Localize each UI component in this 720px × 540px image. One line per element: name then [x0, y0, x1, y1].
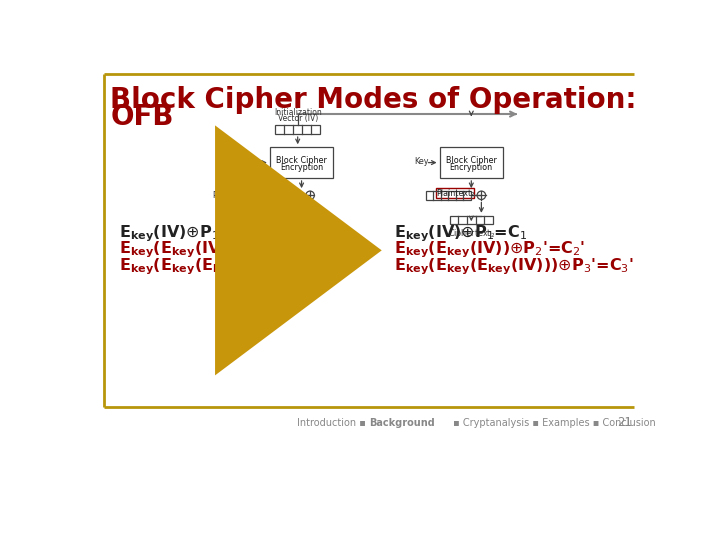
Bar [254, 191, 300, 200]
Text: E$_{\mathregular{key}}$(E$_{\mathregular{key}}$(E$_{\mathregular{key}}$(IV)))$\o: E$_{\mathregular{key}}$(E$_{\mathregular… [120, 256, 350, 277]
Bar [426, 191, 471, 200]
Text: Block Cipher: Block Cipher [446, 156, 497, 165]
Text: Initialization: Initialization [274, 108, 322, 117]
Text: 21: 21 [618, 416, 632, 429]
Bar [274, 215, 322, 224]
Text: Plaintext₂: Plaintext₂ [436, 188, 474, 198]
Text: E$_{\mathregular{key}}$(E$_{\mathregular{key}}$(E$_{\mathregular{key}}$(IV)))$\o: E$_{\mathregular{key}}$(E$_{\mathregular… [394, 256, 634, 277]
Bar [439, 147, 503, 178]
Text: Ciphertext$_1$: Ciphertext$_1$ [274, 227, 321, 240]
Text: Encryption: Encryption [450, 163, 493, 172]
Text: Background: Background [369, 418, 435, 428]
Text: E$_{\mathregular{key}}$(IV)$\oplus$P$_1$=C$_1$: E$_{\mathregular{key}}$(IV)$\oplus$P$_1$… [394, 224, 527, 245]
Bar [270, 147, 333, 178]
Text: Ciphertext$_2$: Ciphertext$_2$ [448, 227, 495, 240]
Text: Key: Key [415, 157, 429, 166]
Text: ▪ Cryptanalysis ▪ Examples ▪ Conclusion: ▪ Cryptanalysis ▪ Examples ▪ Conclusion [451, 418, 656, 428]
Text: Block Cipher: Block Cipher [276, 156, 327, 165]
Text: Introduction ▪: Introduction ▪ [297, 418, 369, 428]
Text: Plaintext₁: Plaintext₁ [212, 191, 251, 200]
Text: E$_{\mathregular{key}}$(IV)$\oplus$P$_1$=C$_1$: E$_{\mathregular{key}}$(IV)$\oplus$P$_1$… [120, 224, 253, 245]
Text: Block Cipher Modes of Operation:: Block Cipher Modes of Operation: [110, 86, 636, 114]
Bar [449, 215, 493, 224]
Text: OFB: OFB [110, 103, 174, 131]
Text: Key: Key [245, 157, 259, 166]
Bar [275, 125, 320, 134]
Text: E$_{\mathregular{key}}$(E$_{\mathregular{key}}$(IV))$\oplus$P$_2$=C$_2$: E$_{\mathregular{key}}$(E$_{\mathregular… [120, 239, 301, 260]
Text: Vector (IV): Vector (IV) [278, 113, 318, 123]
Bar [436, 188, 474, 198]
Text: E$_{\mathregular{key}}$(E$_{\mathregular{key}}$(IV))$\oplus$P$_2$'=C$_2$': E$_{\mathregular{key}}$(E$_{\mathregular… [394, 239, 585, 260]
Text: Encryption: Encryption [280, 163, 323, 172]
